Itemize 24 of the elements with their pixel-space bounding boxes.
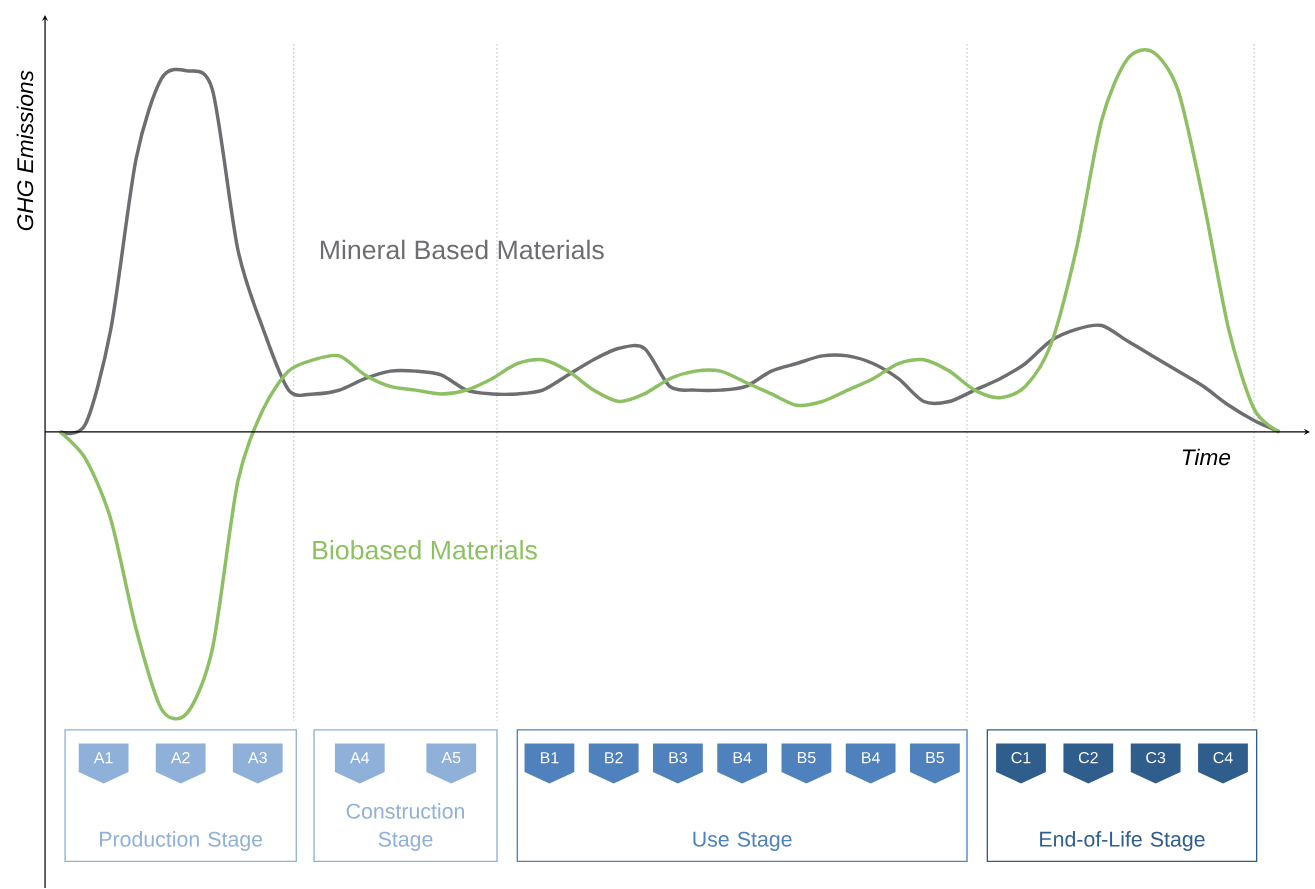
text: B4: [862, 752, 880, 764]
text: A3: [247, 752, 267, 764]
text: Mineral Based Materials: [320, 239, 604, 260]
text: C4: [1213, 752, 1233, 764]
text: Production Stage: [100, 831, 263, 852]
text: B5: [797, 752, 816, 764]
text: B3: [669, 752, 687, 764]
text: C2: [1078, 752, 1098, 764]
text: A1: [93, 752, 113, 764]
text: End-of-Life Stage: [1040, 831, 1205, 852]
text: Use Stage: [693, 831, 792, 852]
text: C1: [1011, 752, 1031, 764]
text: A4: [350, 752, 370, 764]
text: Construction Stage: [346, 803, 464, 852]
text: A5: [441, 752, 461, 764]
text: C3: [1146, 752, 1166, 764]
text: B1: [540, 752, 559, 764]
x-axis-title: Time: [1182, 448, 1231, 466]
text: B2: [605, 752, 623, 764]
text: B5: [926, 752, 944, 764]
text: B4: [733, 752, 752, 764]
y-axis-title: GHG Emissions: [16, 70, 34, 231]
text: A2: [170, 752, 190, 764]
text: Biobased Materials: [313, 540, 537, 560]
